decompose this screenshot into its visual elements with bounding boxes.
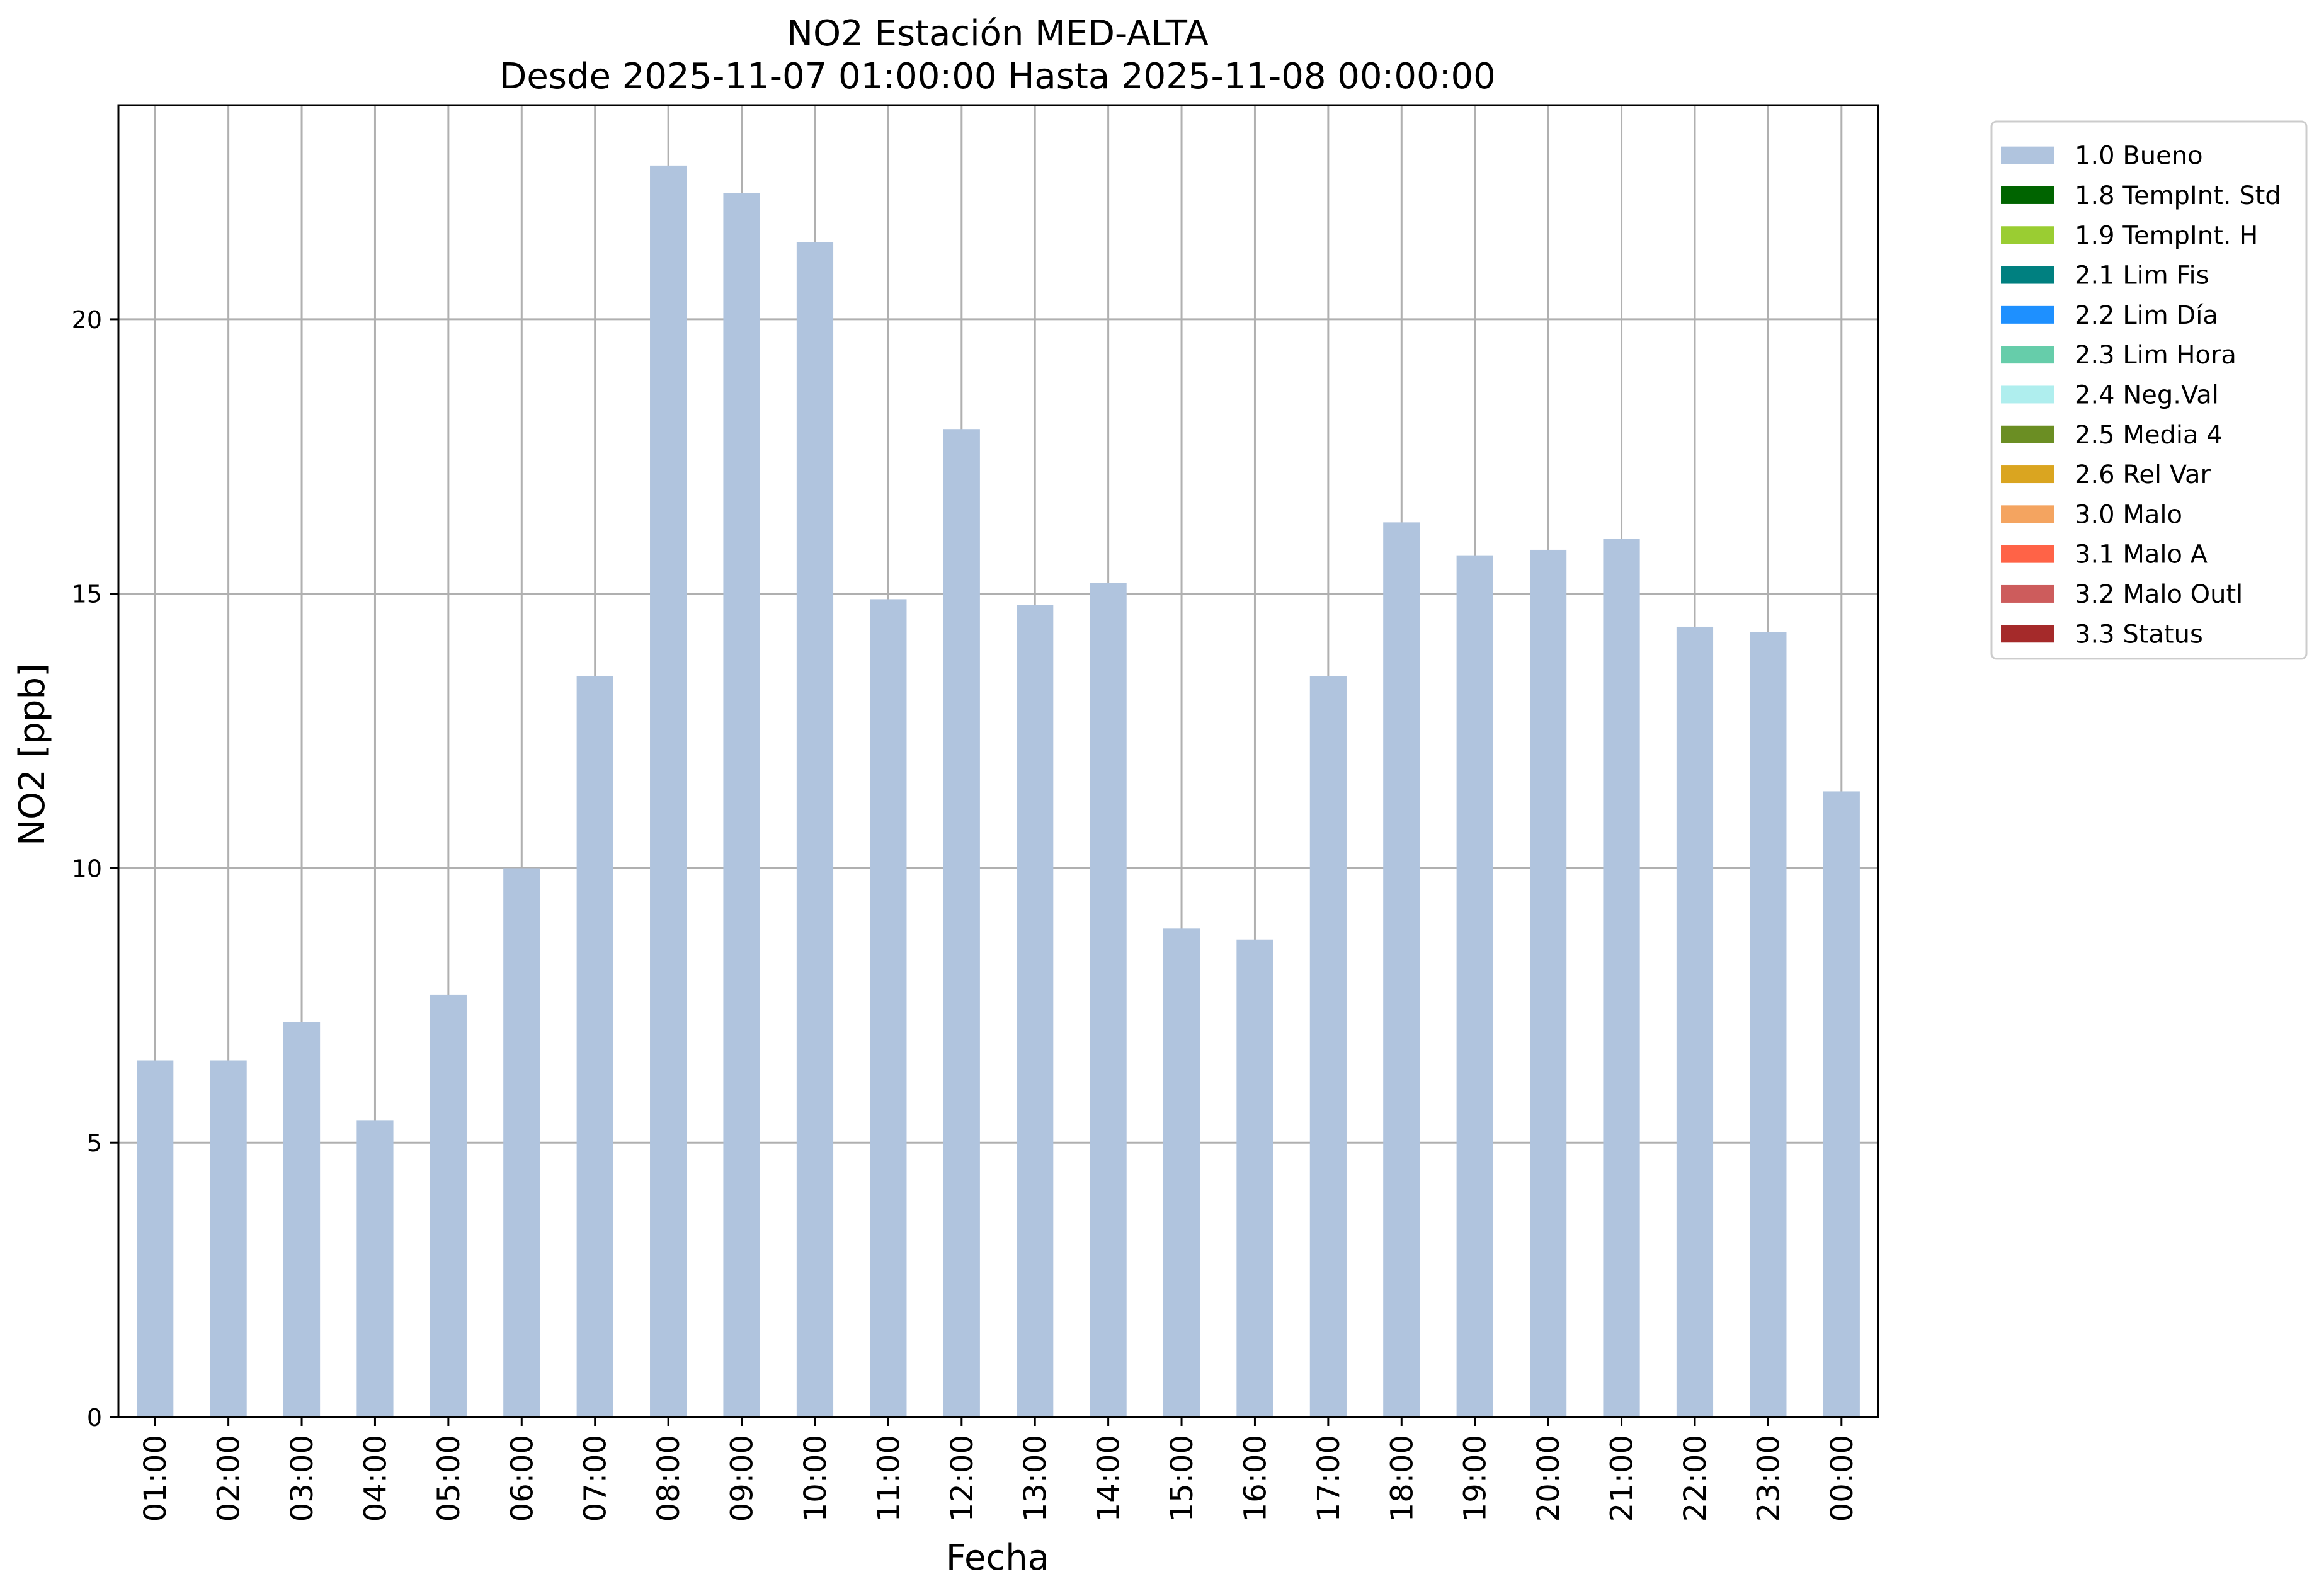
y-axis-label: NO2 [ppb] <box>12 663 53 846</box>
bar <box>503 868 540 1417</box>
bar <box>1603 539 1640 1418</box>
legend-label: 1.9 TempInt. H <box>2075 221 2258 250</box>
legend-swatch <box>2001 625 2054 643</box>
x-tick-label: 12:00 <box>945 1435 980 1522</box>
x-tick-label: 10:00 <box>798 1435 833 1522</box>
legend-swatch <box>2001 505 2054 523</box>
x-tick-label: 20:00 <box>1531 1435 1566 1522</box>
bar <box>1823 791 1860 1417</box>
x-tick-label: 00:00 <box>1825 1435 1860 1522</box>
y-tick-label: 5 <box>87 1129 102 1157</box>
x-tick-label: 09:00 <box>725 1435 760 1522</box>
legend-label: 2.5 Media 4 <box>2075 421 2223 450</box>
bar <box>356 1120 394 1417</box>
legend-swatch <box>2001 545 2054 563</box>
bar <box>576 676 613 1417</box>
x-tick-label: 02:00 <box>212 1435 247 1522</box>
axes: 0 5 10 15 20 01:00 02:00 03:00 04:00 05:00 06:00 07… <box>72 306 1860 1522</box>
x-tick-label: 08:00 <box>651 1435 687 1522</box>
y-tick-label: 15 <box>72 581 102 608</box>
x-tick-label: 17:00 <box>1311 1435 1347 1522</box>
legend-swatch <box>2001 385 2054 404</box>
chart-subtitle: Desde 2025-11-07 01:00:00 Hasta 2025-11-… <box>499 56 1496 97</box>
bar <box>870 599 907 1417</box>
x-tick-label: 22:00 <box>1678 1435 1713 1522</box>
bar <box>650 165 687 1417</box>
legend: 1.0 Bueno 1.8 TempInt. Std 1.9 TempInt. H 2… <box>1990 120 2308 660</box>
bar <box>943 429 980 1417</box>
legend-swatch <box>2001 305 2054 324</box>
bar <box>210 1060 247 1417</box>
bar <box>796 242 834 1418</box>
legend-label: 2.4 Neg.Val <box>2075 380 2219 409</box>
bar <box>1530 549 1567 1417</box>
x-tick-label: 19:00 <box>1458 1435 1493 1522</box>
chart-title: NO2 Estación MED-ALTA <box>787 13 1209 54</box>
x-axis-label: Fecha <box>946 1537 1049 1578</box>
x-tick-label: 14:00 <box>1091 1435 1127 1522</box>
bar <box>283 1022 321 1417</box>
legend-label: 2.6 Rel Var <box>2075 460 2211 489</box>
bar <box>1236 939 1273 1417</box>
plot-area-frame <box>117 104 1879 1418</box>
x-tick-label: 05:00 <box>431 1435 467 1522</box>
legend-swatch <box>2001 226 2054 244</box>
x-tick-label: 16:00 <box>1238 1435 1273 1522</box>
x-tick-label: 13:00 <box>1018 1435 1053 1522</box>
legend-label: 1.8 TempInt. Std <box>2075 181 2281 210</box>
x-tick-label: 04:00 <box>358 1435 393 1522</box>
legend-swatch <box>2001 425 2054 443</box>
x-tick-label: 15:00 <box>1165 1435 1200 1522</box>
legend-label: 3.1 Malo A <box>2075 540 2208 569</box>
bar-series <box>137 165 1860 1418</box>
legend-frame <box>1990 120 2308 660</box>
x-tick-label: 18:00 <box>1384 1435 1420 1522</box>
y-tick-label: 20 <box>72 306 102 334</box>
y-tick-label: 0 <box>87 1404 102 1432</box>
legend-swatch <box>2001 146 2054 164</box>
legend-swatch <box>2001 186 2054 204</box>
legend-label: 3.2 Malo Outl <box>2075 580 2243 609</box>
legend-swatch <box>2001 584 2054 603</box>
legend-swatch <box>2001 465 2054 484</box>
bar <box>723 193 760 1417</box>
x-tick-label: 11:00 <box>871 1435 906 1522</box>
bar <box>430 994 467 1417</box>
x-tick-label: 23:00 <box>1751 1435 1786 1522</box>
bar <box>1309 676 1347 1417</box>
legend-label: 3.0 Malo <box>2075 500 2182 529</box>
bar <box>1383 522 1420 1417</box>
legend-label: 1.0 Bueno <box>2075 142 2203 171</box>
legend-label: 2.3 Lim Hora <box>2075 341 2236 370</box>
x-tick-label: 06:00 <box>504 1435 540 1522</box>
legend-label: 2.2 Lim Día <box>2075 301 2218 330</box>
x-tick-label: 21:00 <box>1605 1435 1640 1522</box>
bar <box>1676 626 1714 1417</box>
legend-label: 3.3 Status <box>2075 620 2203 649</box>
y-tick-label: 10 <box>72 855 102 882</box>
x-tick-label: 07:00 <box>578 1435 613 1522</box>
x-tick-label: 03:00 <box>285 1435 320 1522</box>
bar <box>1163 928 1200 1417</box>
bar <box>1017 605 1054 1417</box>
bar <box>137 1060 174 1417</box>
legend-swatch <box>2001 266 2054 284</box>
bar <box>1456 555 1493 1417</box>
bar <box>1090 583 1127 1418</box>
legend-label: 2.1 Lim Fis <box>2075 261 2209 290</box>
legend-swatch <box>2001 346 2054 364</box>
x-tick-label: 01:00 <box>138 1435 173 1522</box>
bar <box>1750 632 1787 1417</box>
